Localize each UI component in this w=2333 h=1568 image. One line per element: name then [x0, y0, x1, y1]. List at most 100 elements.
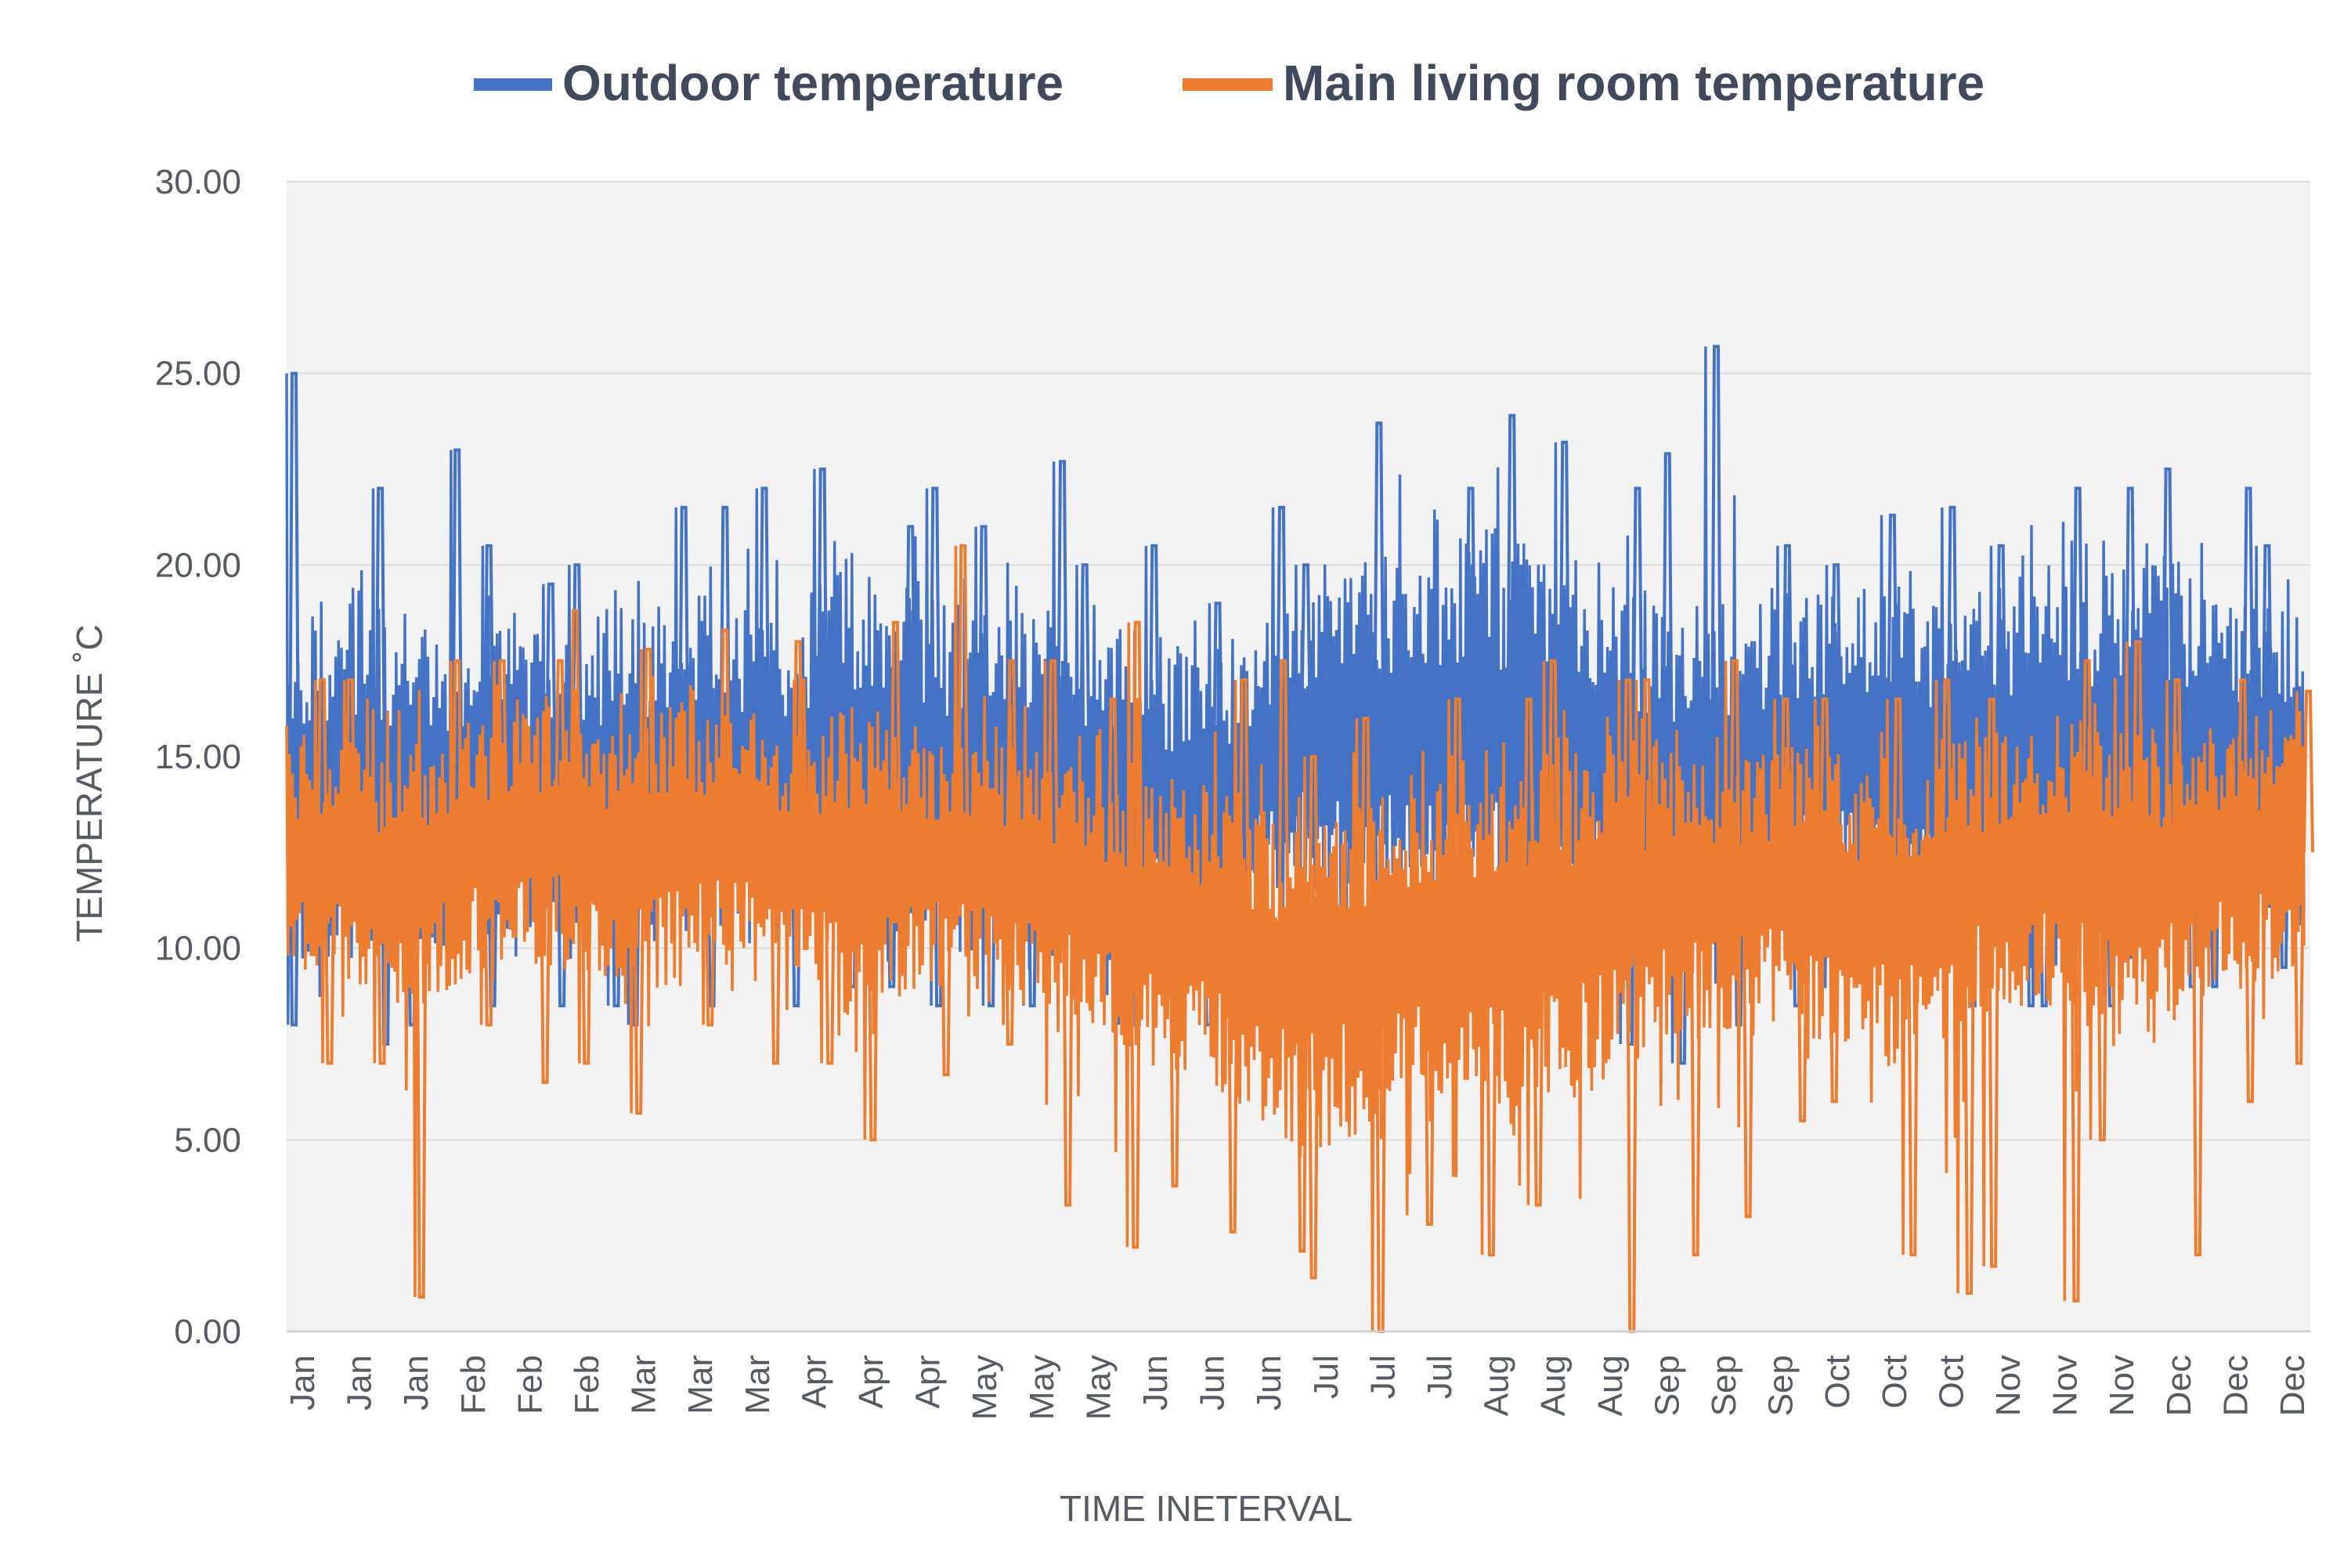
peak-spike	[1631, 486, 1644, 747]
trough-spike	[867, 862, 879, 1142]
peak-spike	[1360, 717, 1372, 968]
trough-spike	[1168, 919, 1181, 1188]
x-tick-label: Apr	[909, 1355, 948, 1408]
x-tick-label: Jun	[1136, 1355, 1175, 1411]
trough-spike	[1129, 891, 1142, 1249]
peak-spike	[1451, 697, 1464, 948]
trough-spike	[376, 852, 388, 1065]
trough-spike	[1828, 880, 1840, 1104]
peak-spike	[792, 640, 804, 833]
trough-spike	[1423, 948, 1436, 1226]
x-tick-label: Apr	[852, 1355, 890, 1408]
peak-spike	[1818, 697, 1831, 882]
x-tick-label: Nov	[2103, 1355, 2141, 1416]
x-tick-label: Mar	[681, 1355, 720, 1414]
y-tick-label: 30.00	[155, 163, 241, 201]
peak-spike	[2132, 640, 2144, 872]
peak-spike	[1547, 659, 1559, 939]
x-tick-label: Oct	[1818, 1355, 1857, 1408]
y-axis-ticks: 0.00 5.00 10.00 15.00 20.00 25.00 30.00	[155, 163, 241, 1351]
trough-spike	[539, 833, 551, 1084]
x-tick-label: Jan	[283, 1355, 322, 1411]
trough-spike	[1004, 862, 1016, 1046]
x-tick-label: Mar	[739, 1355, 777, 1414]
trough-spike	[415, 891, 428, 1299]
peak-spike	[496, 659, 508, 853]
peak-spike	[1661, 452, 1674, 776]
peak-spike	[1107, 697, 1119, 891]
peak-spike	[1622, 678, 1634, 920]
x-tick-label: Oct	[1876, 1355, 1914, 1408]
living-room-series-line	[285, 545, 2306, 1332]
peak-spike	[1300, 563, 1312, 738]
peak-spike	[2302, 689, 2314, 853]
x-tick-label: Dec	[2160, 1355, 2198, 1416]
peak-spike	[316, 678, 328, 862]
peak-spike	[2242, 486, 2255, 747]
peak-spike	[677, 505, 690, 776]
peak-spike	[2071, 486, 2084, 757]
trough-spike	[1907, 919, 1919, 1257]
peak-spike	[1995, 544, 2007, 767]
trough-spike	[1963, 909, 1975, 1295]
peak-spike	[957, 544, 970, 862]
trough-spike	[323, 862, 336, 1065]
x-tick-label: Jan	[397, 1355, 435, 1411]
peak-spike	[1830, 563, 1843, 757]
peak-spike	[1131, 620, 1143, 920]
trough-spike	[824, 852, 836, 1065]
peak-spike	[1148, 544, 1161, 805]
x-tick-label: May	[1023, 1355, 1061, 1420]
x-tick-label: Aug	[1478, 1355, 1516, 1416]
peak-spike	[2124, 486, 2136, 757]
trough-spike	[2244, 862, 2256, 1104]
trough-spike	[1742, 900, 1754, 1219]
peak-spike	[1985, 697, 1998, 882]
peak-spike	[2171, 678, 2183, 891]
peak-spike	[1946, 505, 1959, 767]
peak-spike	[554, 659, 566, 833]
trough-spike	[633, 862, 645, 1115]
peak-spike	[344, 678, 356, 853]
y-tick-label: 15.00	[155, 738, 241, 776]
peak-spike	[1941, 678, 1953, 910]
peak-spike	[796, 678, 808, 853]
peak-spike	[451, 448, 464, 786]
trough-spike	[2096, 871, 2108, 1142]
peak-spike	[374, 486, 387, 786]
x-tick-label: May	[1079, 1355, 1118, 1420]
y-tick-label: 20.00	[155, 546, 241, 584]
x-tick-label: Jul	[1307, 1355, 1345, 1399]
peak-spike	[1373, 421, 1385, 728]
y-tick-label: 0.00	[174, 1313, 241, 1351]
trough-spike	[1485, 938, 1497, 1257]
x-tick-label: Dec	[2216, 1355, 2255, 1416]
peak-spike	[1307, 755, 1320, 987]
peak-spike	[2261, 544, 2273, 767]
peak-spike	[1728, 659, 1741, 901]
peak-spike	[816, 468, 829, 767]
peak-spike	[977, 525, 990, 776]
y-tick-label: 25.00	[155, 355, 241, 393]
x-tick-label: Sep	[1648, 1355, 1686, 1416]
x-tick-label: Sep	[1705, 1355, 1743, 1416]
peak-spike	[1558, 440, 1571, 738]
peak-spike	[1464, 486, 1477, 738]
legend: Outdoor temperature Main living room tem…	[474, 55, 1984, 111]
peak-spike	[1277, 659, 1290, 948]
x-tick-label: Nov	[1989, 1355, 2028, 1416]
peak-spike	[2081, 659, 2093, 862]
x-tick-label: Feb	[568, 1355, 606, 1414]
peak-spike	[1078, 563, 1091, 776]
y-tick-label: 10.00	[155, 930, 241, 968]
x-tick-label: Aug	[1534, 1355, 1573, 1416]
peak-spike	[1779, 697, 1792, 891]
trough-spike	[704, 843, 717, 1027]
peak-spike	[1781, 544, 1793, 776]
trough-spike	[1988, 880, 2000, 1268]
x-tick-label: May	[966, 1355, 1004, 1420]
peak-spike	[1056, 460, 1068, 767]
peak-spike	[719, 628, 731, 844]
y-tick-label: 5.00	[174, 1121, 241, 1159]
trough-spike	[1797, 891, 1808, 1122]
